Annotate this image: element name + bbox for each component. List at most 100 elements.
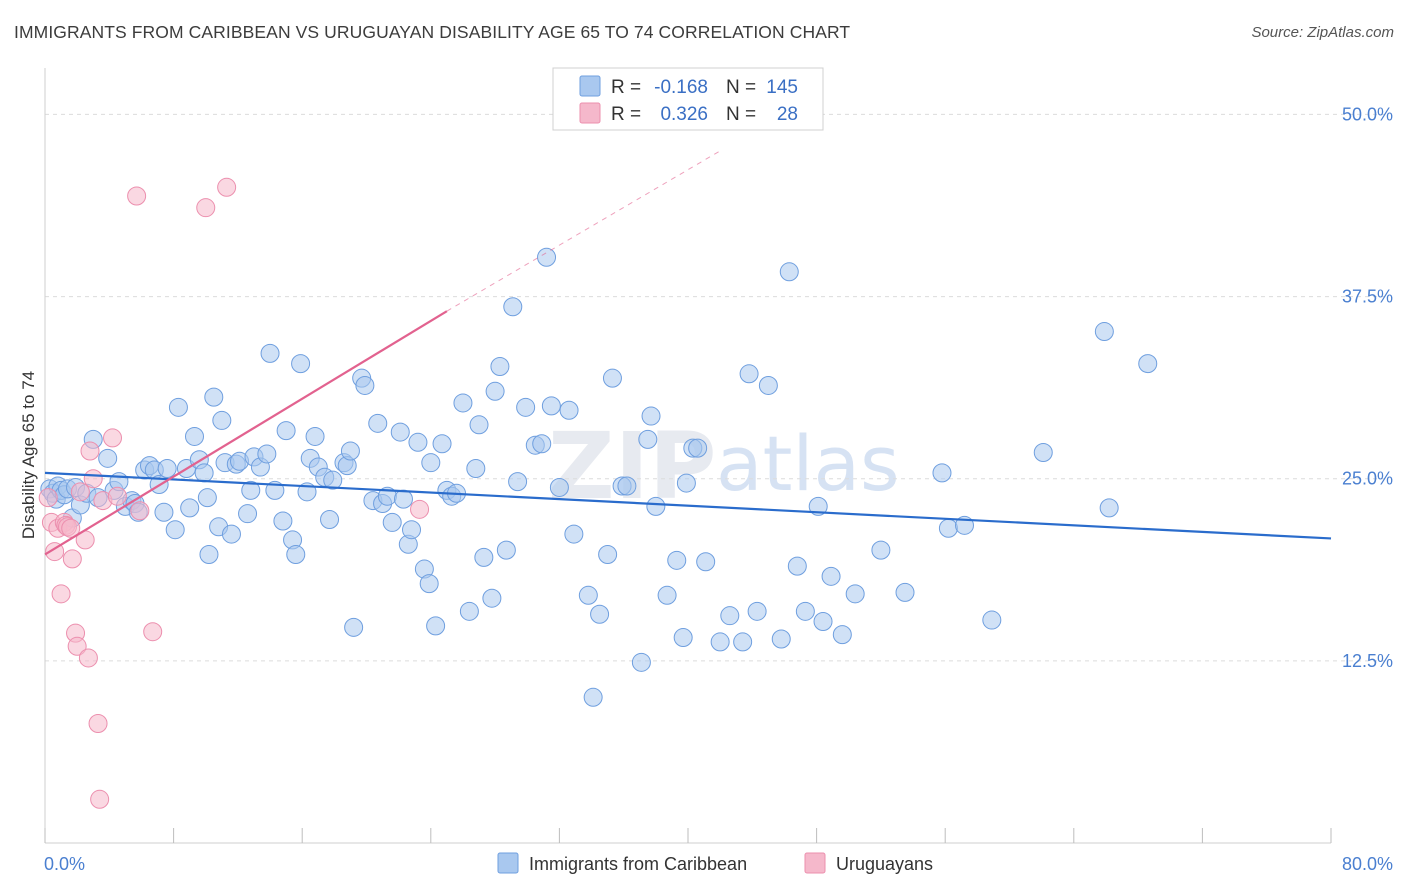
data-point-caribbean (508, 472, 528, 492)
bottom-legend-swatch-blue (497, 852, 519, 874)
data-point-caribbean (503, 297, 523, 317)
data-point-caribbean (795, 601, 815, 621)
legend-swatch-pink (579, 102, 601, 124)
data-point-caribbean (895, 582, 915, 602)
y-tick-label: 37.5% (1342, 287, 1393, 307)
data-point-caribbean (485, 381, 505, 401)
data-point-caribbean (168, 397, 188, 417)
y-tick-label: 12.5% (1342, 651, 1393, 671)
watermark-atlas: atlas (716, 419, 900, 508)
data-point-uruguayans (62, 549, 82, 569)
data-point-caribbean (638, 429, 658, 449)
data-point-caribbean (212, 410, 232, 430)
data-point-uruguayans (83, 469, 103, 489)
data-point-caribbean (667, 550, 687, 570)
trend-line-caribbean (44, 471, 1332, 540)
data-point-uruguayans (61, 518, 81, 538)
data-point-caribbean (419, 574, 439, 594)
watermark-zip: ZIP (548, 413, 716, 520)
data-point-uruguayans (143, 622, 163, 642)
data-point-caribbean (549, 477, 569, 497)
data-point-caribbean (459, 601, 479, 621)
data-point-uruguayans (90, 789, 110, 809)
data-point-caribbean (646, 496, 666, 516)
data-point-caribbean (733, 632, 753, 652)
data-point-caribbean (393, 489, 413, 509)
data-point-caribbean (482, 588, 502, 608)
data-point-caribbean (157, 459, 177, 479)
data-point-caribbean (1138, 354, 1158, 374)
data-point-caribbean (194, 463, 214, 483)
data-point-uruguayans (70, 482, 90, 502)
data-point-caribbean (402, 520, 422, 540)
data-point-caribbean (382, 512, 402, 532)
chart-title: IMMIGRANTS FROM CARIBBEAN VS URUGUAYAN D… (14, 22, 851, 42)
data-point-caribbean (260, 343, 280, 363)
data-point-uruguayans (107, 486, 127, 506)
bottom-legend: Immigrants from Caribbean Uruguayans (497, 852, 933, 874)
data-point-caribbean (340, 441, 360, 461)
legend: R = -0.168 N = 145 R = 0.326 N = 28 (552, 67, 824, 131)
data-point-caribbean (466, 459, 486, 479)
data-point-caribbean (871, 540, 891, 560)
data-point-caribbean (564, 524, 584, 544)
data-point-uruguayans (80, 441, 100, 461)
data-point-caribbean (323, 470, 343, 490)
data-point-caribbean (590, 604, 610, 624)
data-point-caribbean (184, 426, 204, 446)
data-point-caribbean (832, 625, 852, 645)
legend-n-value-blue: 145 (766, 77, 798, 98)
legend-r-label: R = (611, 77, 641, 98)
data-point-caribbean (808, 496, 828, 516)
data-point-caribbean (631, 652, 651, 672)
series-uruguayans-points (38, 177, 430, 809)
data-point-caribbean (165, 520, 185, 540)
data-point-caribbean (532, 434, 552, 454)
data-point-caribbean (1094, 322, 1114, 342)
data-point-caribbean (257, 444, 277, 464)
data-point-caribbean (771, 629, 791, 649)
data-point-caribbean (453, 393, 473, 413)
bottom-legend-label-caribbean: Immigrants from Caribbean (529, 854, 747, 874)
data-point-caribbean (516, 397, 536, 417)
data-point-caribbean (390, 422, 410, 442)
data-point-caribbean (241, 480, 261, 500)
watermark: ZIP atlas (548, 413, 900, 520)
trend-line-uruguayans (44, 310, 448, 556)
legend-r-value-blue: -0.168 (654, 77, 708, 98)
data-point-caribbean (432, 434, 452, 454)
data-point-caribbean (583, 687, 603, 707)
data-point-uruguayans (38, 488, 58, 508)
data-point-uruguayans (51, 584, 71, 604)
data-point-caribbean (559, 400, 579, 420)
data-point-caribbean (541, 396, 561, 416)
legend-r-value-pink: 0.326 (660, 104, 708, 125)
data-point-uruguayans (78, 648, 98, 668)
x-tick-label: 80.0% (1342, 854, 1393, 874)
source-credit: Source: ZipAtlas.com (1251, 24, 1394, 41)
data-point-caribbean (221, 524, 241, 544)
data-point-caribbean (1099, 498, 1119, 518)
trend-lines (44, 150, 1332, 556)
legend-r-label: R = (611, 104, 641, 125)
data-point-caribbean (617, 476, 637, 496)
data-point-uruguayans (130, 501, 150, 521)
grid-lines (45, 113, 1386, 662)
data-point-caribbean (739, 364, 759, 384)
data-point-caribbean (286, 544, 306, 564)
legend-n-value-pink: 28 (777, 104, 798, 125)
data-point-caribbean (779, 262, 799, 282)
data-point-caribbean (355, 375, 375, 395)
x-tick-labels: 0.0% 80.0% (44, 854, 1393, 874)
data-point-caribbean (273, 511, 293, 531)
data-point-caribbean (688, 438, 708, 458)
y-tick-label: 50.0% (1342, 104, 1393, 124)
data-point-caribbean (469, 415, 489, 435)
y-tick-label: 25.0% (1342, 469, 1393, 489)
data-point-uruguayans (217, 177, 237, 197)
data-point-caribbean (98, 448, 118, 468)
data-point-caribbean (710, 632, 730, 652)
data-point-caribbean (787, 556, 807, 576)
data-point-caribbean (408, 432, 428, 452)
